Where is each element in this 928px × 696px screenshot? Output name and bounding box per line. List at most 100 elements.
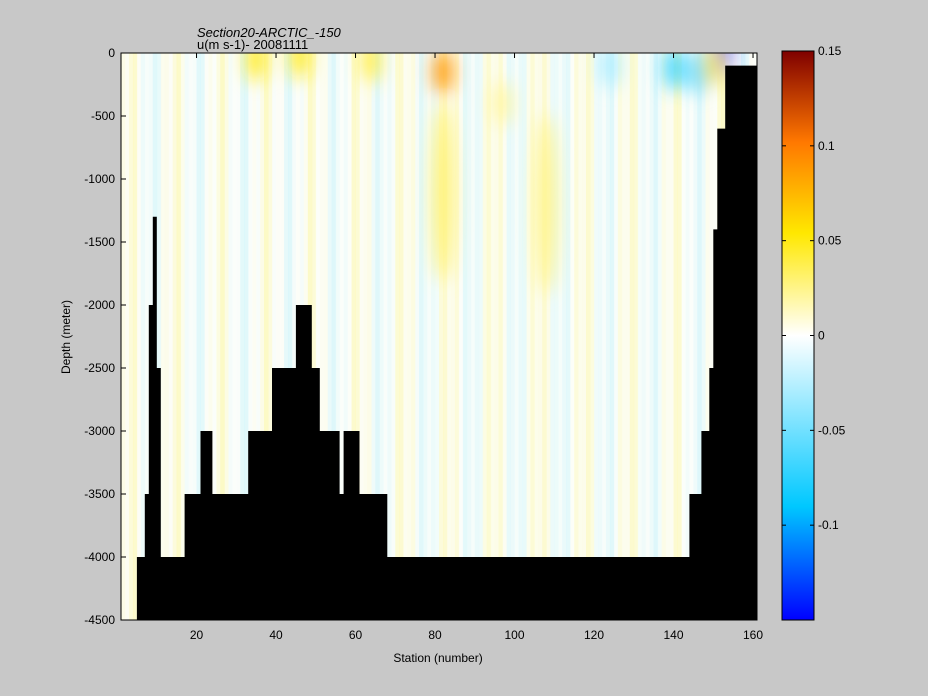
x-axis-label: Station (number) xyxy=(393,651,482,665)
chart-title: Section20-ARCTIC_-150 xyxy=(197,25,342,40)
velocity-column xyxy=(435,53,440,620)
velocity-column xyxy=(200,53,205,620)
y-tick-label: -2500 xyxy=(84,361,115,375)
velocity-column xyxy=(677,53,682,620)
velocity-feature xyxy=(536,114,557,295)
velocity-column xyxy=(168,53,174,620)
velocity-column xyxy=(323,53,329,620)
velocity-column xyxy=(578,53,583,620)
velocity-column xyxy=(216,53,221,620)
velocity-column xyxy=(156,53,162,620)
velocity-column xyxy=(701,53,706,620)
velocity-column xyxy=(351,53,357,620)
velocity-column xyxy=(343,53,349,620)
x-tick-label: 100 xyxy=(505,628,525,642)
velocity-column xyxy=(403,53,408,620)
velocity-column xyxy=(550,53,555,620)
velocity-column xyxy=(184,53,190,620)
velocity-feature xyxy=(247,53,266,82)
velocity-column xyxy=(407,53,412,620)
y-tick-label: -4500 xyxy=(84,613,115,627)
velocity-column xyxy=(617,53,623,620)
velocity-column xyxy=(192,53,198,620)
velocity-feature xyxy=(704,53,723,88)
velocity-column xyxy=(657,53,663,620)
velocity-column xyxy=(208,53,213,620)
velocity-column xyxy=(172,53,178,620)
velocity-column xyxy=(510,53,516,620)
velocity-column xyxy=(554,53,559,620)
velocity-column xyxy=(431,53,436,620)
y-tick-label: -3000 xyxy=(84,424,115,438)
velocity-feature xyxy=(600,53,619,88)
velocity-column xyxy=(311,53,317,620)
velocity-column xyxy=(144,53,150,620)
velocity-column xyxy=(423,53,428,620)
velocity-column xyxy=(268,53,273,620)
velocity-column xyxy=(287,53,293,620)
velocity-column xyxy=(228,53,233,620)
velocity-column xyxy=(665,53,671,620)
velocity-column xyxy=(446,53,452,620)
x-tick-label: 60 xyxy=(349,628,363,642)
velocity-column xyxy=(633,53,639,620)
velocity-column xyxy=(530,53,535,620)
velocity-column xyxy=(558,53,563,620)
x-tick-label: 140 xyxy=(664,628,684,642)
velocity-column xyxy=(582,53,587,620)
velocity-column xyxy=(689,53,694,620)
velocity-column xyxy=(280,53,285,620)
velocity-column xyxy=(188,53,194,620)
velocity-column xyxy=(335,53,341,620)
velocity-column xyxy=(204,53,209,620)
plot-frame xyxy=(120,52,758,621)
velocity-column xyxy=(486,53,492,620)
velocity-column xyxy=(586,53,591,620)
velocity-column xyxy=(705,53,710,620)
velocity-column xyxy=(128,53,134,620)
velocity-column xyxy=(661,53,667,620)
velocity-column xyxy=(283,53,289,620)
velocity-column xyxy=(347,53,353,620)
velocity-column xyxy=(629,53,635,620)
velocity-feature xyxy=(433,53,452,94)
velocity-column xyxy=(439,53,444,620)
x-tick-label: 120 xyxy=(584,628,604,642)
velocity-column xyxy=(574,53,579,620)
velocity-column xyxy=(534,53,539,620)
velocity-column xyxy=(244,53,249,620)
colorbar-tick-label: -0.1 xyxy=(818,518,839,532)
velocity-column xyxy=(598,53,603,620)
velocity-column xyxy=(605,53,611,620)
velocity-column xyxy=(375,53,380,620)
velocity-column xyxy=(494,53,500,620)
velocity-column xyxy=(693,53,698,620)
velocity-stripes xyxy=(121,53,757,620)
x-axis: 20 40 60 80 100 120 140 160 xyxy=(190,53,763,642)
velocity-column xyxy=(621,53,627,620)
velocity-column xyxy=(490,53,496,620)
velocity-column xyxy=(462,53,468,620)
x-tick-label: 160 xyxy=(743,628,763,642)
velocity-feature xyxy=(664,53,683,91)
velocity-feature xyxy=(290,53,309,79)
velocity-column xyxy=(248,53,253,620)
velocity-column xyxy=(518,53,523,620)
velocity-feature xyxy=(362,53,381,83)
velocity-column xyxy=(331,53,337,620)
velocity-column xyxy=(315,53,321,620)
colorbar-tick-label: 0.1 xyxy=(818,139,835,153)
velocity-column xyxy=(379,53,384,620)
velocity-column xyxy=(649,53,655,620)
velocity-feature xyxy=(432,101,453,282)
y-tick-label: -4000 xyxy=(84,550,115,564)
chart-subtitle: u(m s-1)- 20081111 xyxy=(197,37,308,52)
velocity-column xyxy=(625,53,631,620)
velocity-column xyxy=(291,53,297,620)
velocity-column xyxy=(399,53,404,620)
velocity-column xyxy=(466,53,472,620)
x-tick-label: 80 xyxy=(428,628,442,642)
velocity-column xyxy=(474,53,480,620)
velocity-column xyxy=(685,53,690,620)
velocity-column xyxy=(637,53,643,620)
